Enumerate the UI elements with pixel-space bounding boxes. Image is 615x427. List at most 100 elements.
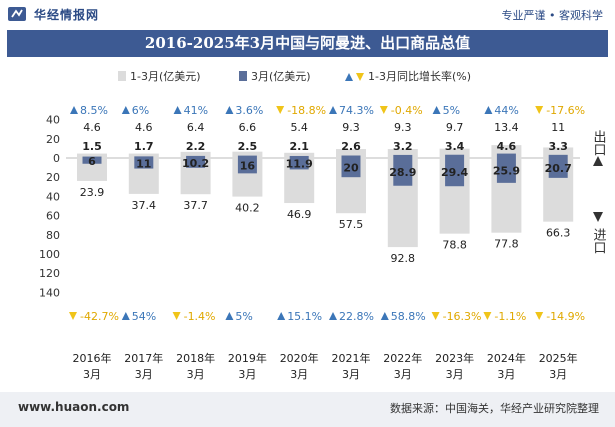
x-tick-label-month: 3月 xyxy=(394,368,412,381)
import-growth-label: 58.8% xyxy=(391,310,426,323)
export-growth-up-icon xyxy=(121,106,130,114)
export-cumulative-bar xyxy=(284,152,315,158)
export-growth-down-icon xyxy=(535,106,544,114)
export-cumulative-label: 6.6 xyxy=(239,121,257,134)
export-growth-up-icon xyxy=(329,106,337,114)
export-month-bar xyxy=(341,155,361,158)
import-month-label: 6 xyxy=(88,155,96,168)
import-growth-label: -14.9% xyxy=(546,310,585,323)
import-cumulative-label: 66.3 xyxy=(546,227,571,240)
footer-bar: www.huaon.com 数据来源：中国海关，华经产业研究院整理 xyxy=(0,392,615,427)
title-bar: 2016-2025年3月中国与阿曼进、出口商品总值 xyxy=(7,30,608,57)
export-cumulative-label: 11 xyxy=(551,121,565,134)
export-month-label: 3.3 xyxy=(548,140,568,153)
export-cumulative-bar xyxy=(77,153,107,158)
import-growth-label: 15.1% xyxy=(287,310,322,323)
import-down-arrow-icon xyxy=(593,212,603,222)
export-growth-label: 3.6% xyxy=(235,104,263,117)
export-month-bar xyxy=(134,156,154,158)
import-month-label: 16 xyxy=(240,160,256,173)
y-axis: 40 20 0 20 40 60 80 100 120 140 xyxy=(39,114,60,300)
legend-up-arrow-icon xyxy=(345,73,353,81)
x-tick-label-year: 2025年 xyxy=(539,351,578,365)
import-month-label: 10.2 xyxy=(182,157,209,170)
chart-area: 1-3月(亿美元) 3月(亿美元) 1-3月同比增长率(%) 402002040… xyxy=(39,69,607,381)
import-cumulative-label: 57.5 xyxy=(339,218,364,231)
export-cumulative-label: 9.3 xyxy=(342,121,360,134)
x-tick-label-month: 3月 xyxy=(342,368,360,381)
x-tick-label-month: 3月 xyxy=(549,368,567,381)
x-tick-label-year: 2020年 xyxy=(280,351,319,365)
site-url: www.huaon.com xyxy=(18,400,130,414)
export-month-label: 1.5 xyxy=(82,140,102,153)
y-tick-label: 20 xyxy=(46,133,60,146)
chart-legend: 1-3月(亿美元) 3月(亿美元) 1-3月同比增长率(%) xyxy=(118,69,471,83)
import-growth-label: 5% xyxy=(235,310,252,323)
export-cumulative-label: 4.6 xyxy=(135,121,153,134)
data-source: 数据来源：中国海关，华经产业研究院整理 xyxy=(390,402,599,415)
y-tick-label: 60 xyxy=(46,210,60,223)
export-growth-label: -17.6% xyxy=(546,104,585,117)
import-month-bar xyxy=(393,158,413,186)
export-cumulative-label: 5.4 xyxy=(290,121,308,134)
export-growth-down-icon xyxy=(276,106,285,114)
import-cumulative-label: 46.9 xyxy=(287,208,312,221)
import-month-label: 20.7 xyxy=(545,162,572,175)
import-cumulative-label: 37.4 xyxy=(132,199,157,212)
import-month-bar xyxy=(186,158,206,168)
legend-label-month: 3月(亿美元) xyxy=(251,70,311,83)
import-month-bar xyxy=(341,158,361,178)
x-tick-label-year: 2023年 xyxy=(435,351,474,365)
x-tick-label-month: 3月 xyxy=(238,368,256,381)
import-side-label: 进口 xyxy=(591,228,607,254)
x-tick-label-month: 3月 xyxy=(135,368,153,381)
export-growth-label: 44% xyxy=(494,104,518,117)
export-growth-up-icon xyxy=(484,106,493,114)
import-growth-down-icon xyxy=(69,312,77,320)
import-month-bar xyxy=(134,158,154,169)
export-month-label: 3.4 xyxy=(445,140,465,153)
legend-label-growth: 1-3月同比增长率(%) xyxy=(368,69,471,83)
import-month-bar xyxy=(445,158,465,187)
x-tick-label-month: 3月 xyxy=(497,368,515,381)
slogan: 专业严谨 • 客观科学 xyxy=(501,9,603,22)
export-growth-label: 6% xyxy=(132,104,149,117)
import-month-label: 20 xyxy=(343,162,359,175)
export-month-bar xyxy=(237,155,257,158)
export-cumulative-bar xyxy=(336,149,366,158)
import-month-label: 11.9 xyxy=(286,158,313,171)
export-month-label: 4.6 xyxy=(497,140,517,153)
x-axis: 2016年 3月 2017年 3月 2018年 3月 2019年 3月 2020年 3月 2021年… xyxy=(73,351,578,381)
y-tick-label: 40 xyxy=(46,190,60,203)
export-cumulative-label: 13.4 xyxy=(494,121,519,134)
import-growth-label: -1.4% xyxy=(184,310,216,323)
export-growth-up-icon xyxy=(225,106,234,114)
export-cumulative-label: 9.7 xyxy=(446,121,464,134)
y-tick-label: 100 xyxy=(39,248,60,261)
x-tick-label-month: 3月 xyxy=(290,368,308,381)
y-tick-label: 20 xyxy=(46,171,60,184)
x-tick-label-month: 3月 xyxy=(446,368,464,381)
import-month-label: 28.9 xyxy=(389,166,416,179)
export-cumulative-bar xyxy=(439,148,470,158)
import-month-label: 29.4 xyxy=(441,166,468,179)
legend-label-cumulative: 1-3月(亿美元) xyxy=(130,70,201,83)
import-growth-down-icon xyxy=(483,312,492,320)
data-labels-group: 4.6 1.5 8.5% 6 23.9 -42.7% 4.6 1.7 6% 11 37.4 54% 6.… xyxy=(69,104,585,323)
export-side-label: 出口 xyxy=(591,130,606,156)
x-tick-label-year: 2022年 xyxy=(383,351,422,365)
export-month-label: 2.5 xyxy=(238,140,258,153)
x-tick-label-year: 2016年 xyxy=(73,351,112,365)
export-cumulative-bar xyxy=(128,153,159,158)
export-cumulative-bar xyxy=(387,149,418,158)
import-cumulative-label: 92.8 xyxy=(391,252,416,265)
import-growth-up-icon xyxy=(225,312,234,320)
x-tick-label-year: 2021年 xyxy=(332,351,371,365)
export-month-label: 3.2 xyxy=(393,140,413,153)
brand-name: 华经情报网 xyxy=(34,8,100,22)
legend-swatch-cumulative xyxy=(118,71,126,81)
export-cumulative-label: 9.3 xyxy=(394,121,412,134)
import-month-bar xyxy=(548,158,568,178)
import-growth-up-icon xyxy=(277,312,286,320)
y-tick-label: 80 xyxy=(46,229,60,242)
